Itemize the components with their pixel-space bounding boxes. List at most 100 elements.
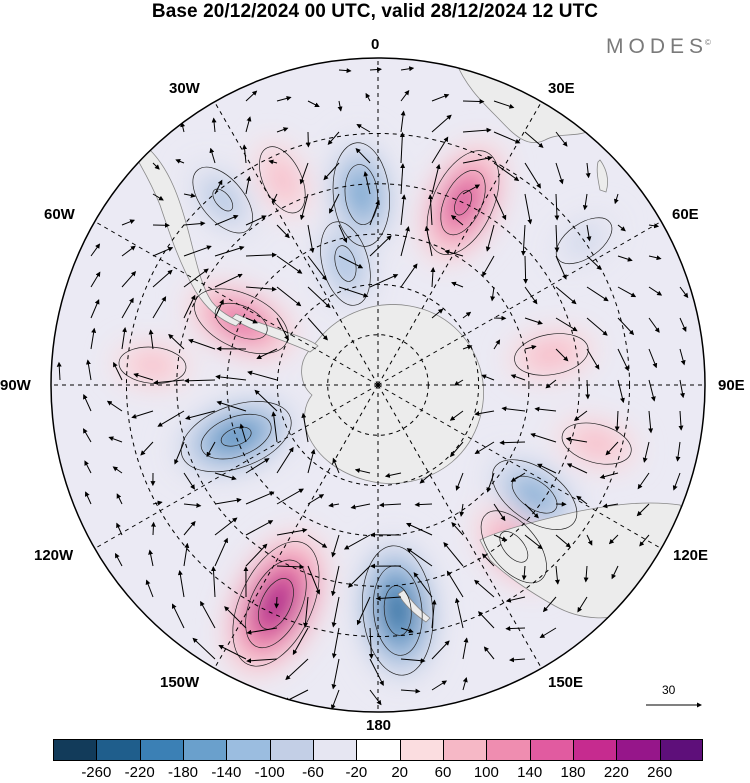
colorbar-tick-label: -60 (302, 764, 324, 781)
colorbar-swatch (573, 739, 617, 761)
wind-arrow (675, 441, 681, 462)
wind-arrow (338, 224, 348, 244)
wind-arrow (245, 116, 252, 133)
anomaly-shading (130, 352, 175, 378)
meridian-line (214, 384, 379, 669)
wind-arrow (400, 263, 418, 288)
wind-arrow (152, 162, 160, 170)
contour-line (214, 302, 268, 340)
colorbar-swatch (529, 739, 573, 761)
madagascar (596, 159, 608, 193)
latitude-circle (226, 233, 530, 537)
wind-arrow (83, 393, 92, 412)
wind-arrow (152, 296, 167, 319)
wind-arrow (115, 552, 123, 567)
wind-arrow (582, 193, 588, 211)
wind-arrow (450, 214, 464, 226)
contour-line (118, 346, 187, 384)
wind-arrow (431, 640, 450, 660)
wind-vectors (56, 66, 689, 710)
wind-arrow (121, 245, 136, 257)
wind-arrow (355, 147, 371, 164)
wind-arrow (384, 472, 402, 478)
wind-arrow (501, 406, 526, 412)
reference-vector-label: 30 (662, 683, 676, 697)
wind-arrow (276, 96, 292, 102)
wind-arrow (451, 522, 464, 536)
wind-arrow (524, 534, 543, 550)
wind-arrow (148, 549, 154, 567)
contour-lines (118, 142, 632, 676)
colorbar-swatch (183, 739, 227, 761)
wind-arrow (307, 255, 327, 281)
wind-arrow (131, 410, 154, 419)
wind-arrow (614, 410, 620, 432)
anomaly-shading (265, 156, 299, 204)
wind-arrow (301, 412, 309, 443)
wind-arrow (106, 400, 123, 412)
wind-arrow (211, 566, 217, 598)
colorbar-swatch (399, 739, 443, 761)
colorbar (53, 739, 703, 761)
lon-label-150e: 150E (548, 674, 584, 691)
colorbar-swatch (269, 739, 313, 761)
wind-arrow (406, 548, 433, 567)
wind-arrow (224, 606, 247, 629)
wind-arrow (462, 637, 469, 660)
wind-arrow (586, 348, 600, 370)
wind-arrow (152, 246, 174, 257)
wind-arrow (214, 497, 242, 505)
wind-arrow (171, 603, 185, 629)
wind-arrow (90, 299, 100, 319)
wind-arrow (617, 286, 637, 298)
wind-arrow (200, 600, 216, 629)
wind-arrow (679, 379, 685, 399)
wind-arrow (613, 193, 619, 205)
wind-arrow (90, 243, 101, 257)
wind-arrow (672, 472, 681, 491)
wind-arrow (274, 596, 280, 609)
wind-arrow (617, 317, 635, 336)
wind-arrow (431, 93, 450, 102)
wind-arrow (444, 249, 464, 257)
wind-arrow (555, 317, 578, 332)
wind-arrow (617, 348, 629, 372)
wind-arrow (424, 225, 433, 257)
wind-arrow (499, 440, 526, 446)
wind-arrow (331, 565, 340, 597)
wind-arrow (246, 658, 278, 664)
colorbar-tick-label: -140 (211, 764, 242, 781)
wind-arrow (347, 565, 371, 588)
colorbar-tick-label: 180 (560, 764, 586, 781)
brand-mark: © (705, 38, 711, 47)
wind-arrow (331, 627, 340, 659)
wind-arrow (133, 372, 154, 381)
wind-arrow (679, 348, 686, 366)
wind-arrow (379, 502, 402, 508)
wind-arrow (510, 472, 526, 482)
wind-arrow (431, 114, 452, 133)
wind-arrow (602, 503, 619, 509)
wind-arrow (331, 658, 340, 690)
wind-arrow (510, 374, 526, 381)
wind-arrow (145, 579, 154, 598)
wind-arrow (307, 494, 325, 505)
wind-arrow (505, 596, 526, 603)
wind-arrow (400, 66, 415, 72)
wind-arrow (272, 193, 278, 204)
meridian-line (94, 384, 379, 549)
wind-arrow (177, 570, 185, 598)
colorbar-tick-label: 100 (473, 764, 499, 781)
wind-arrow (153, 379, 185, 386)
wind-arrow (400, 627, 414, 634)
wind-arrow (431, 136, 449, 164)
contour-line (491, 459, 578, 530)
meridian-line (377, 221, 662, 386)
south-america (134, 149, 241, 327)
wind-arrow (307, 534, 328, 548)
wind-arrow (183, 294, 196, 319)
wind-arrow (292, 627, 309, 656)
wind-arrow (430, 267, 436, 288)
wind-arrow (121, 219, 136, 226)
wind-arrow (140, 441, 154, 456)
